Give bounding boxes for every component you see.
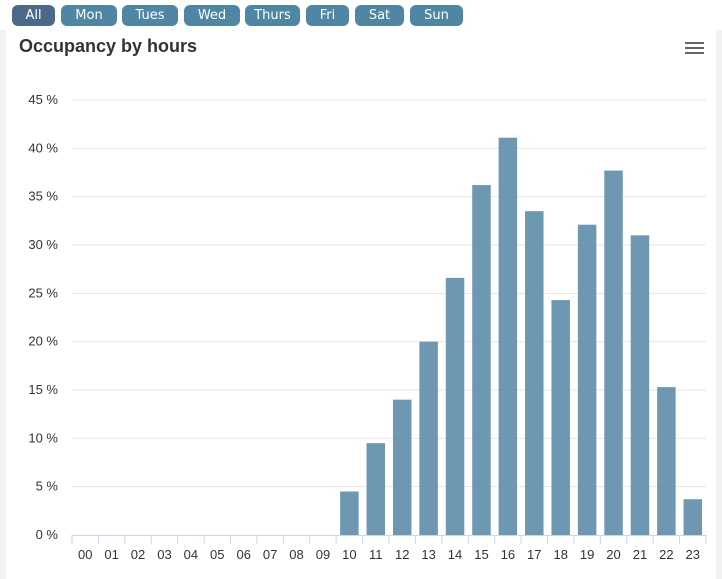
x-tick-label: 13: [421, 547, 435, 562]
y-tick-label: 5 %: [36, 479, 59, 494]
x-tick-label: 06: [236, 547, 250, 562]
x-tick-label: 11: [369, 547, 383, 562]
menu-line: [685, 47, 704, 49]
bar-19[interactable]: [577, 224, 597, 535]
filter-thurs-button[interactable]: Thurs: [245, 5, 300, 26]
bar-13[interactable]: [419, 341, 438, 535]
bar-15[interactable]: [472, 185, 491, 536]
bar-20[interactable]: [604, 170, 623, 536]
x-tick-label: 14: [448, 547, 462, 562]
y-tick-label: 20 %: [28, 334, 58, 349]
chart-title: Occupancy by hours: [19, 36, 198, 56]
bar-14[interactable]: [445, 277, 465, 535]
y-tick-label: 35 %: [28, 189, 58, 204]
x-tick-label: 15: [474, 547, 488, 562]
x-tick-label: 23: [686, 547, 700, 562]
x-tick-label: 20: [606, 547, 620, 562]
y-tick-label: 25 %: [28, 285, 58, 300]
y-tick-label: 45 %: [28, 92, 58, 107]
bar-chart: 0 % 5 % 10 % 15 % 20 % 25 % 30 % 35 % 40 % 45 % 00…: [28, 92, 707, 562]
x-tick-label: 00: [78, 547, 92, 562]
filter-tues-button[interactable]: Tues: [122, 5, 178, 26]
x-tick-label: 19: [580, 547, 594, 562]
bar-12[interactable]: [392, 399, 412, 535]
y-tick-label: 10 %: [28, 430, 58, 445]
x-tick-label: 04: [184, 547, 198, 562]
x-tick-label: 10: [342, 547, 356, 562]
x-tick-label: 22: [659, 547, 673, 562]
bar-17[interactable]: [525, 211, 544, 535]
x-tick-label: 03: [157, 547, 171, 562]
menu-line: [685, 52, 704, 54]
x-tick-label: 05: [210, 547, 224, 562]
x-tick-label: 08: [289, 547, 303, 562]
bar-22[interactable]: [657, 387, 676, 535]
x-tick-label: 07: [263, 547, 277, 562]
bar-16[interactable]: [498, 137, 518, 535]
day-filter-bar: All Mon Tues Wed Thurs Fri Sat Sun: [0, 0, 722, 30]
x-tick-label: 09: [316, 547, 330, 562]
x-tick-label: 18: [553, 547, 567, 562]
y-tick-label: 0 %: [36, 527, 59, 542]
y-tick-label: 30 %: [28, 237, 58, 252]
bar-11[interactable]: [366, 443, 386, 535]
bar-10[interactable]: [340, 491, 359, 536]
bar-18[interactable]: [551, 300, 570, 535]
x-tick-label: 16: [501, 547, 515, 562]
hamburger-menu-icon[interactable]: [684, 40, 706, 56]
filter-sun-button[interactable]: Sun: [410, 5, 463, 26]
y-tick-label: 15 %: [28, 382, 58, 397]
filter-mon-button[interactable]: Mon: [61, 5, 117, 26]
filter-wed-button[interactable]: Wed: [184, 5, 240, 26]
bar-21[interactable]: [630, 235, 650, 536]
x-tick-label: 17: [527, 547, 541, 562]
menu-line: [685, 42, 704, 44]
x-tick-label: 01: [104, 547, 118, 562]
y-tick-label: 40 %: [28, 140, 58, 155]
x-tick-label: 21: [633, 547, 647, 562]
filter-sat-button[interactable]: Sat: [355, 5, 404, 26]
chart-card: Occupancy by hours 0 % 5 % 10 % 15 % 20 % 25 …: [6, 30, 716, 579]
x-tick-label: 12: [395, 547, 409, 562]
filter-fri-button[interactable]: Fri: [306, 5, 349, 26]
x-tick-label: 02: [131, 547, 145, 562]
filter-all-button[interactable]: All: [12, 5, 55, 26]
bar-23[interactable]: [683, 499, 703, 535]
